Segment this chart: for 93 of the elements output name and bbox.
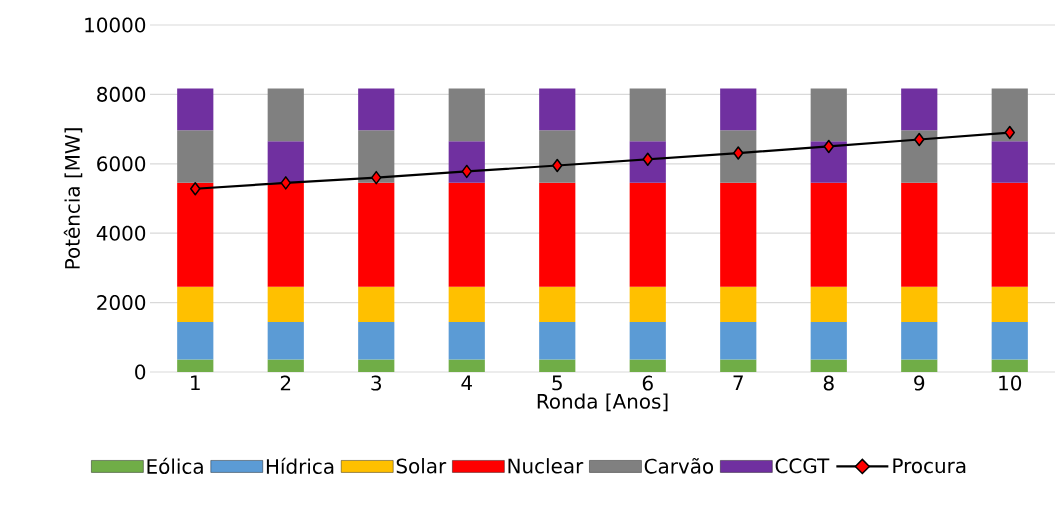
x-axis-title: Ronda [Anos] xyxy=(537,393,668,412)
bar xyxy=(177,322,214,360)
y-tick-label: 4000 xyxy=(96,225,146,241)
legend-label: Hídrica xyxy=(266,457,334,474)
y-axis-title: Potência [MW] xyxy=(63,128,83,269)
bar xyxy=(810,141,847,183)
x-tick-label: 9 xyxy=(914,375,925,391)
bar xyxy=(901,359,938,372)
point xyxy=(461,164,473,179)
bar xyxy=(810,286,847,323)
bar xyxy=(810,88,847,142)
point xyxy=(280,176,292,190)
legend-label: Eólica xyxy=(147,457,203,474)
bar xyxy=(177,130,214,183)
y-tick-label: 10000 xyxy=(85,17,146,33)
bar xyxy=(177,182,214,287)
bar xyxy=(991,182,1028,287)
bar xyxy=(810,322,847,360)
point xyxy=(823,139,835,154)
bar xyxy=(901,322,938,360)
bar xyxy=(448,286,485,323)
bar xyxy=(991,141,1028,183)
bar xyxy=(629,322,666,360)
bar xyxy=(991,88,1028,142)
bar xyxy=(539,286,576,323)
bar xyxy=(267,359,304,372)
bar xyxy=(539,182,576,287)
legend-label: Procura xyxy=(893,458,966,474)
bar xyxy=(267,141,304,183)
bar xyxy=(177,359,214,372)
x-tick-label: 4 xyxy=(461,375,472,391)
legend-label: Solar xyxy=(396,458,447,474)
bar xyxy=(539,130,576,183)
point xyxy=(371,170,382,185)
bar xyxy=(177,286,214,323)
bar xyxy=(358,88,395,131)
x-tick-label: 2 xyxy=(280,375,291,391)
bar xyxy=(358,322,395,360)
bar xyxy=(720,88,757,131)
bar xyxy=(720,182,757,287)
bar xyxy=(901,88,938,131)
x-tick-label: 7 xyxy=(733,375,743,391)
legend-label: CCGT xyxy=(775,458,830,474)
legend-label: Nuclear xyxy=(508,458,584,474)
bar xyxy=(629,88,666,142)
bar xyxy=(629,286,666,323)
bar xyxy=(720,286,757,323)
point xyxy=(552,158,563,173)
y-tick-label: 8000 xyxy=(97,86,146,102)
y-tick-label: 2000 xyxy=(97,295,146,311)
bar xyxy=(720,359,757,372)
x-tick-label: 6 xyxy=(642,375,653,391)
bar xyxy=(267,88,304,142)
point xyxy=(733,146,744,160)
bar xyxy=(629,359,666,372)
bar xyxy=(448,141,485,183)
bar xyxy=(720,130,757,183)
point xyxy=(1004,125,1015,140)
bar xyxy=(991,286,1028,323)
x-tick-label: 10 xyxy=(999,375,1022,391)
x-tick-label: 1 xyxy=(191,375,200,391)
y-tick-label: 6000 xyxy=(97,156,146,172)
point xyxy=(642,152,654,167)
bar xyxy=(448,359,485,372)
bar xyxy=(448,322,485,360)
y-tick-label: 0 xyxy=(135,364,146,380)
bar xyxy=(358,359,395,372)
bar xyxy=(448,182,485,287)
legend-label: Carvão xyxy=(644,457,714,474)
x-tick-label: 5 xyxy=(552,375,562,391)
bar xyxy=(539,88,576,131)
bar xyxy=(358,286,395,323)
bar xyxy=(267,286,304,323)
point xyxy=(190,182,201,196)
bar xyxy=(810,182,847,287)
x-tick-label: 8 xyxy=(823,375,834,391)
bar xyxy=(267,322,304,360)
bar xyxy=(810,359,847,372)
bar xyxy=(177,88,214,131)
bar xyxy=(991,359,1028,372)
bar xyxy=(720,322,757,360)
bar xyxy=(539,359,576,372)
bar xyxy=(629,141,666,183)
bar xyxy=(539,322,576,360)
bar xyxy=(991,322,1028,360)
x-tick-label: 3 xyxy=(371,375,381,391)
point xyxy=(914,132,925,147)
bar xyxy=(901,130,938,183)
bar xyxy=(358,130,395,183)
bar xyxy=(901,182,938,287)
bar xyxy=(448,88,485,142)
bar xyxy=(901,286,938,323)
bar xyxy=(629,182,666,287)
